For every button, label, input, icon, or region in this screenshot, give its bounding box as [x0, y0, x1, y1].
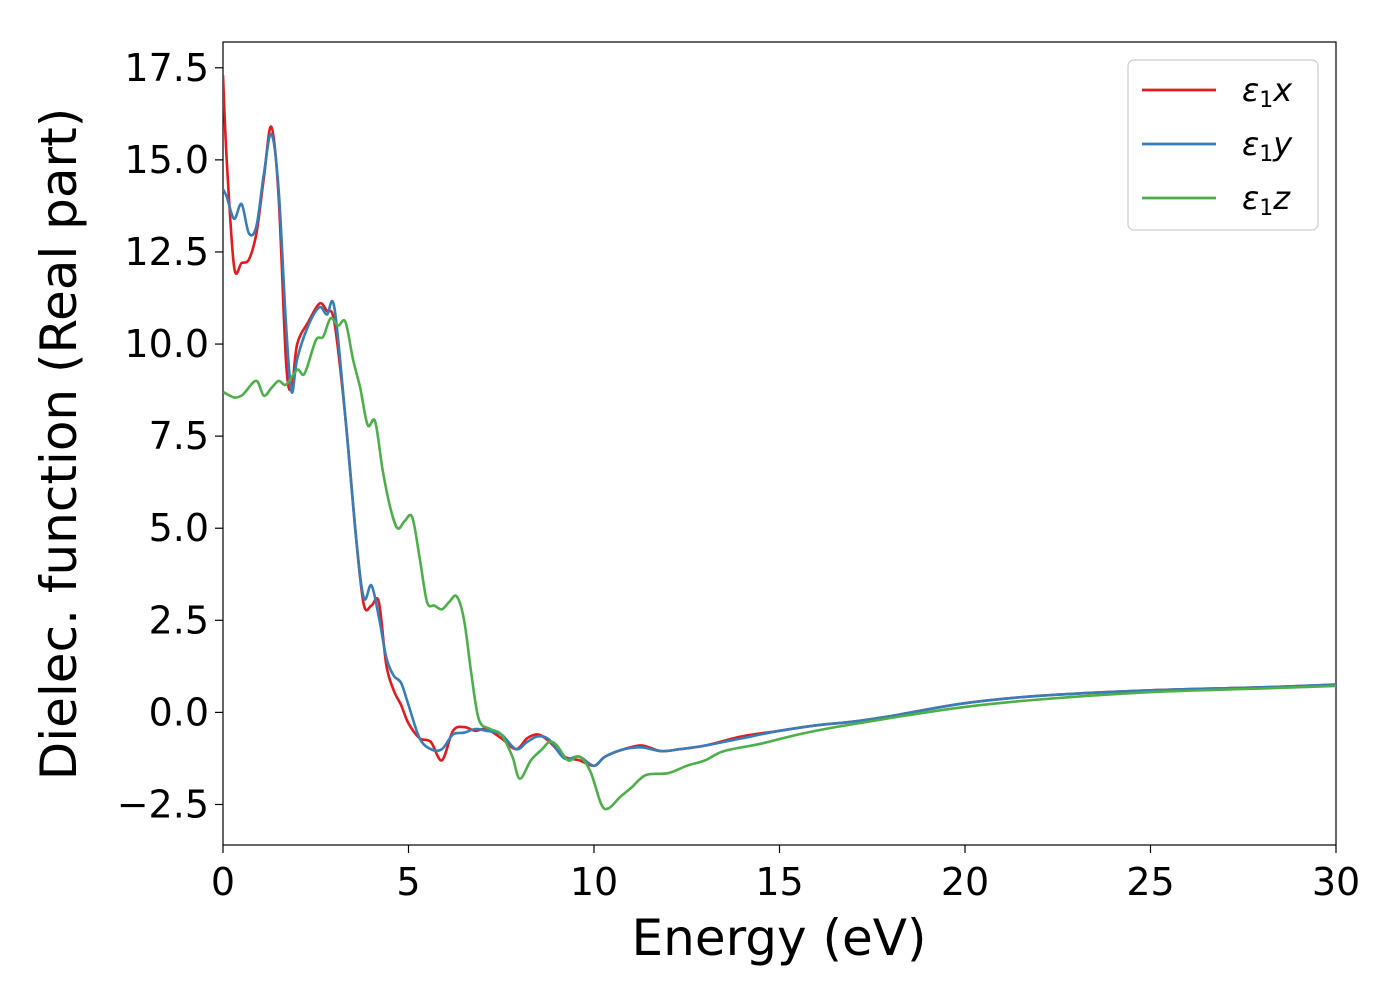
legend-box [1127, 59, 1319, 231]
legend-label-y: ε1y [1242, 125, 1293, 167]
series-layer [223, 75, 1336, 811]
x-axis-title: Energy (eV) [632, 909, 927, 967]
y-axis-ticks: −2.5 0.0 2.5 5.0 7.5 10.0 12.5 15.0 17.5 [117, 46, 223, 826]
x-tick-label: 25 [1126, 860, 1174, 904]
series-line-x [223, 75, 1336, 768]
y-tick-label: 0.0 [149, 690, 209, 734]
x-tick-label: 15 [755, 860, 803, 904]
legend: ε1x ε1y ε1z [1127, 59, 1319, 231]
legend-label-z: ε1z [1242, 179, 1291, 221]
x-axis-ticks: 0 5 10 15 20 25 30 [211, 845, 1360, 904]
y-tick-label: 10.0 [124, 322, 209, 366]
x-tick-label: 5 [396, 860, 420, 904]
y-tick-label: 2.5 [149, 598, 209, 642]
x-tick-label: 10 [570, 860, 618, 904]
y-tick-label: 17.5 [124, 46, 209, 90]
y-tick-label: 5.0 [149, 506, 209, 550]
y-tick-label: 15.0 [124, 138, 209, 182]
y-tick-label: −2.5 [117, 782, 209, 826]
x-tick-label: 0 [211, 860, 235, 904]
y-tick-label: 7.5 [149, 414, 209, 458]
y-axis-title: Dielec. function (Real part) [30, 108, 88, 780]
series-line-z [223, 316, 1336, 811]
series-line-y [223, 132, 1336, 768]
x-tick-label: 30 [1312, 860, 1360, 904]
x-tick-label: 20 [941, 860, 989, 904]
y-tick-label: 12.5 [124, 230, 209, 274]
legend-label-x: ε1x [1242, 71, 1293, 113]
